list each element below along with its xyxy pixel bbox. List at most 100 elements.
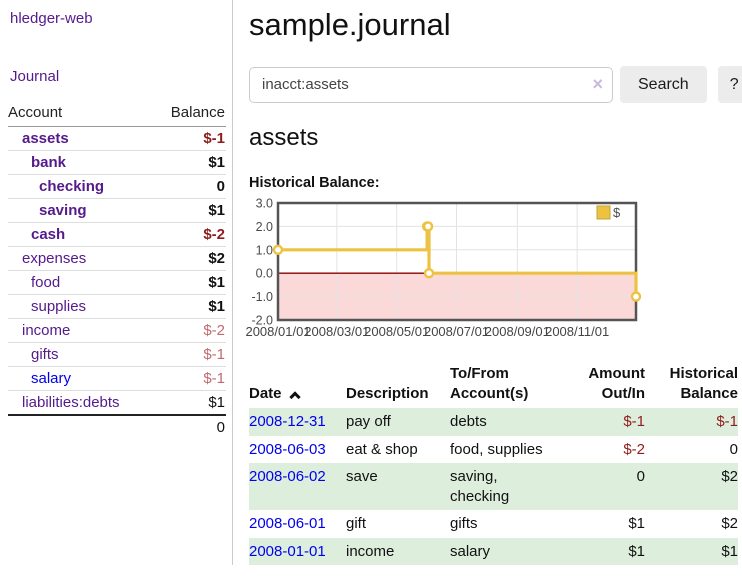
transaction-date-link[interactable]: 2008-06-02 — [249, 468, 326, 485]
transaction-balance: $-1 — [716, 413, 738, 430]
account-balance: $1 — [153, 198, 226, 223]
account-row-liabilities-debts: liabilities:debts $1 — [8, 390, 226, 415]
search-input[interactable] — [249, 66, 613, 103]
account-balance: $-1 — [153, 342, 226, 367]
page-title: sample.journal — [249, 7, 451, 42]
sidebar-item-journal[interactable]: Journal — [10, 68, 60, 85]
transaction-date-link[interactable]: 2008-01-01 — [249, 542, 326, 560]
svg-text:2008/07/01: 2008/07/01 — [424, 324, 489, 339]
account-link-food[interactable]: food — [31, 274, 61, 291]
main-content: sample.journal × Search ? assets Histori… — [233, 0, 742, 565]
register-row: 2008-06-03 eat & shop food, supplies $-2… — [249, 436, 738, 464]
account-row-checking: checking 0 — [8, 174, 226, 199]
svg-text:0.0: 0.0 — [256, 267, 273, 281]
chart-container: $3.0 2.0 1.0 0.0 -1.0 -2.0 2008/01/01 2008/03/0… — [245, 197, 742, 342]
register-row: 2008-06-01 gift gifts $1 $2 — [249, 510, 738, 538]
accounts-header-balance: Balance — [153, 102, 226, 127]
svg-text:-2.0: -2.0 — [251, 314, 273, 328]
transaction-balance: 0 — [729, 440, 738, 458]
svg-text:2008/01/01: 2008/01/01 — [245, 324, 310, 339]
account-balance: $1 — [153, 150, 226, 175]
register-table: Date Description To/From Account(s) Amou… — [249, 362, 738, 565]
account-link-income[interactable]: income — [22, 322, 71, 339]
account-balance: $1 — [153, 270, 226, 295]
account-row-saving: saving $1 — [8, 198, 226, 223]
accounts-total-row: 0 — [8, 414, 226, 439]
transaction-accounts: saving, checking — [450, 468, 510, 505]
account-balance: $-1 — [203, 130, 225, 147]
account-row-income: income $-2 — [8, 318, 226, 343]
transaction-amount: 0 — [636, 468, 645, 485]
accounts-table: Account Balance assets $-1 bank $1 check… — [8, 102, 226, 439]
register-header-row: Date Description To/From Account(s) Amou… — [249, 362, 738, 408]
account-balance: $1 — [153, 294, 226, 319]
svg-text:1.0: 1.0 — [256, 243, 273, 257]
accounts-total: 0 — [153, 414, 226, 439]
account-row-bank: bank $1 — [8, 150, 226, 175]
column-header-accounts: To/From Account(s) — [450, 365, 529, 402]
search-box: × — [249, 66, 613, 103]
account-balance: $-2 — [153, 222, 226, 247]
account-row-supplies: supplies $1 — [8, 294, 226, 319]
account-link-cash[interactable]: cash — [31, 226, 66, 243]
transaction-balance: $2 — [721, 515, 738, 532]
account-row-gifts: gifts $-1 — [8, 342, 226, 367]
accounts-header-account: Account — [8, 102, 154, 127]
transaction-amount: $1 — [628, 542, 645, 560]
account-link-saving[interactable]: saving — [39, 202, 87, 219]
historical-balance-chart: $3.0 2.0 1.0 0.0 -1.0 -2.02008/01/012008/03/0… — [245, 197, 642, 339]
svg-text:2008/11/01: 2008/11/01 — [545, 324, 609, 339]
account-balance: 0 — [153, 174, 226, 199]
help-button[interactable]: ? — [717, 66, 742, 103]
svg-text:2008/05/01: 2008/05/01 — [364, 324, 429, 339]
svg-text:3.0: 3.0 — [256, 197, 273, 211]
svg-text:-1.0: -1.0 — [251, 290, 273, 304]
account-link-expenses[interactable]: expenses — [22, 250, 87, 267]
search-form: × Search ? — [249, 66, 742, 103]
brand-link[interactable]: hledger-web — [10, 10, 93, 27]
account-row-expenses: expenses $2 — [8, 246, 226, 271]
transaction-balance: $1 — [721, 542, 738, 560]
account-link-liabilities-debts[interactable]: liabilities:debts — [22, 394, 120, 411]
account-title: assets — [249, 124, 319, 151]
transaction-accounts: salary — [450, 542, 491, 560]
transaction-description: gift — [346, 515, 367, 532]
account-link-assets[interactable]: assets — [22, 130, 69, 147]
date-header-label: Date — [249, 384, 282, 402]
transaction-date-link[interactable]: 2008-12-31 — [249, 413, 326, 430]
account-link-supplies[interactable]: supplies — [31, 298, 87, 315]
clear-search-icon[interactable]: × — [592, 73, 603, 94]
register-row: 2008-12-31 pay off debts $-1 $-1 — [249, 408, 738, 436]
account-row-assets: assets $-1 — [8, 127, 226, 151]
account-balance: $2 — [153, 246, 226, 271]
transaction-amount: $-1 — [623, 413, 645, 430]
transaction-description: income — [346, 542, 395, 560]
account-balance: $-2 — [153, 318, 226, 343]
register-row: 2008-01-01 income salary $1 $1 — [249, 537, 738, 565]
transaction-amount: $1 — [628, 515, 645, 532]
transaction-accounts: gifts — [450, 515, 478, 532]
svg-text:2008/09/01: 2008/09/01 — [485, 324, 550, 339]
account-balance: $-1 — [153, 366, 226, 391]
account-link-salary[interactable]: salary — [31, 370, 72, 387]
transaction-date-link[interactable]: 2008-06-03 — [249, 440, 326, 458]
column-header-balance: Historical Balance — [669, 365, 738, 402]
account-link-bank[interactable]: bank — [31, 154, 67, 171]
transaction-description: eat & shop — [346, 440, 418, 458]
sort-ascending-icon — [288, 390, 301, 403]
transaction-balance: $2 — [721, 468, 738, 485]
column-header-date[interactable]: Date — [249, 362, 346, 408]
transaction-accounts: food, supplies — [450, 440, 543, 458]
svg-text:2008/03/01: 2008/03/01 — [304, 324, 369, 339]
sidebar: hledger-web Journal Account Balance asse… — [0, 0, 233, 565]
account-link-gifts[interactable]: gifts — [31, 346, 59, 363]
column-header-description: Description — [346, 384, 429, 402]
search-button[interactable]: Search — [620, 66, 707, 103]
transaction-description: save — [346, 468, 378, 485]
account-balance: $1 — [153, 390, 226, 415]
account-link-checking[interactable]: checking — [39, 178, 105, 195]
account-row-food: food $1 — [8, 270, 226, 295]
transaction-accounts: debts — [450, 413, 487, 430]
transaction-date-link[interactable]: 2008-06-01 — [249, 515, 326, 532]
svg-text:2.0: 2.0 — [256, 220, 273, 234]
